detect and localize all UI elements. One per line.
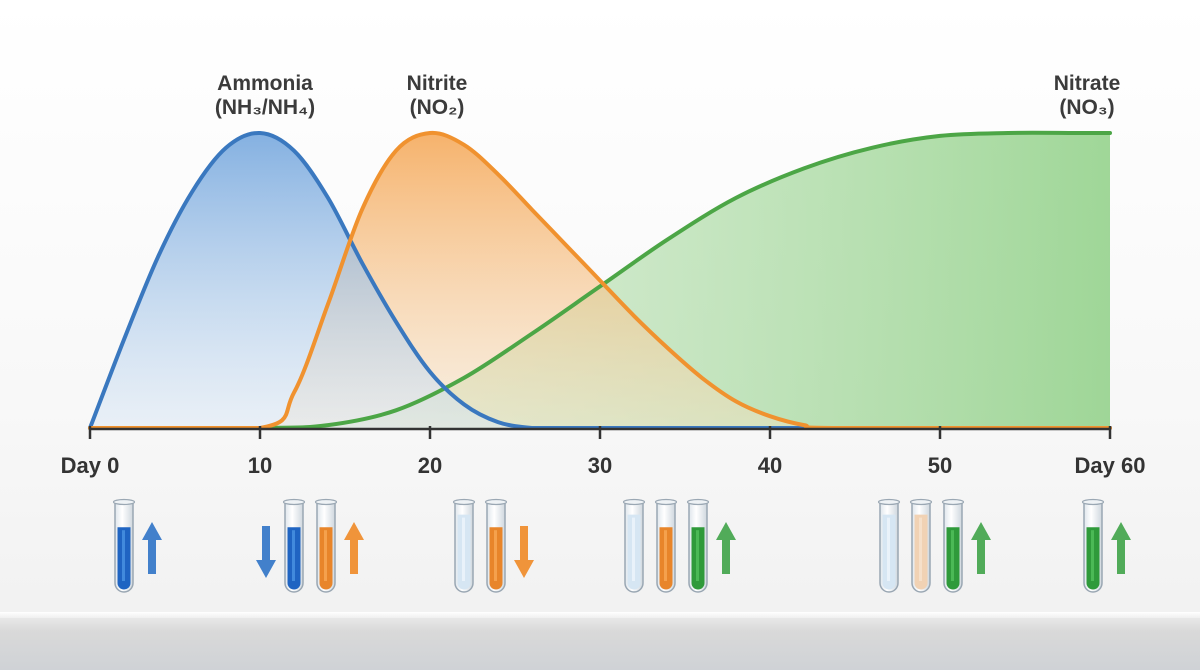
arrow-down-blue	[256, 526, 276, 578]
test-tube-green	[686, 498, 710, 593]
nitrite-label-formula: (NO₂)	[410, 96, 465, 119]
test-tube-green	[1081, 498, 1105, 593]
arrow-down-orange	[514, 526, 534, 578]
test-tube-pale-orange	[909, 498, 933, 593]
test-tube-clear	[622, 498, 646, 593]
x-tick-label: 10	[248, 453, 272, 478]
ammonia-label-name: Ammonia	[217, 72, 313, 95]
nitrate-line	[88, 130, 1112, 431]
x-tick-label: Day 60	[1075, 453, 1146, 478]
test-tube-clear	[877, 498, 901, 593]
arrow-up-blue	[142, 522, 162, 574]
ammonia-area	[90, 132, 1110, 428]
test-tube-blue	[282, 498, 306, 593]
x-axis: Day 0 10 20 30 40 50 Day 60	[61, 426, 1146, 478]
test-tube-blue	[112, 498, 136, 593]
arrow-up-orange	[344, 522, 364, 574]
shelf-edge	[0, 612, 1200, 622]
series-labels: Ammonia(NH₃/NH₄) Nitrite(NO₂) Nitrate(NO₃)	[215, 72, 1120, 119]
test-tube-orange	[314, 498, 338, 593]
nitrite-label-name: Nitrite	[407, 72, 468, 95]
test-tube-orange	[654, 498, 678, 593]
arrow-up-green	[971, 522, 991, 574]
series-areas	[90, 132, 1110, 428]
nitrite-line	[88, 130, 1112, 431]
nitrate-area	[90, 132, 1110, 428]
ammonia-label-formula: (NH₃/NH₄)	[215, 96, 315, 119]
test-tube-illustrations	[112, 498, 1131, 593]
nitrate-label-name: Nitrate	[1054, 72, 1121, 95]
shelf	[0, 618, 1200, 670]
x-tick-label: 40	[758, 453, 782, 478]
test-tube-orange	[484, 498, 508, 593]
x-tick-label: 20	[418, 453, 442, 478]
x-tick-label: 50	[928, 453, 952, 478]
x-tick-label: 30	[588, 453, 612, 478]
arrow-up-green	[1111, 522, 1131, 574]
arrow-up-green	[716, 522, 736, 574]
x-tick-label: Day 0	[61, 453, 120, 478]
test-tube-green	[941, 498, 965, 593]
test-tube-clear	[452, 498, 476, 593]
nitrate-label-formula: (NO₃)	[1059, 96, 1114, 119]
